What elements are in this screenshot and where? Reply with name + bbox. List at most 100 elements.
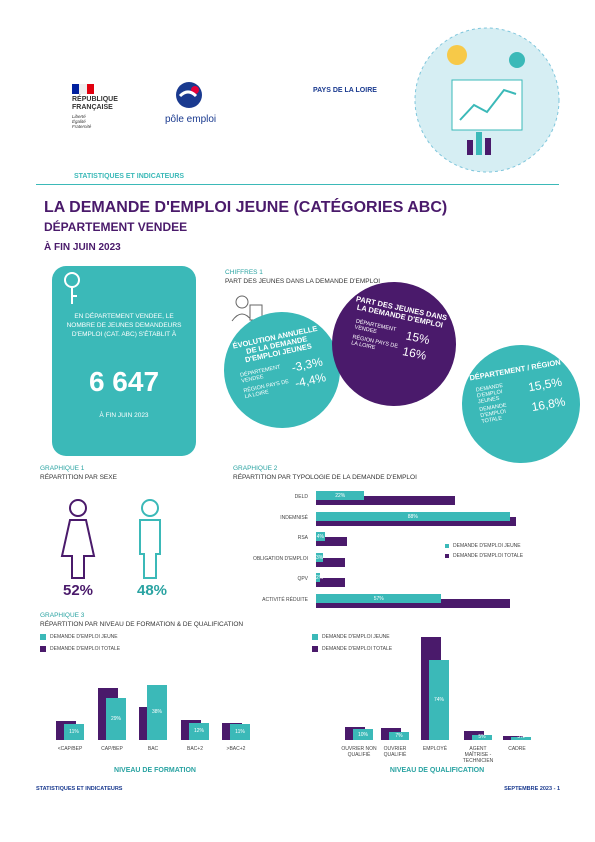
value-label: 10%	[357, 731, 368, 738]
legend-text: DEMANDE D'EMPLOI TOTALE	[322, 646, 393, 652]
value-label: 7%	[395, 733, 403, 740]
value-label: 5%	[478, 734, 486, 740]
department: DÉPARTEMENT VENDEE	[44, 220, 188, 234]
g1-title: RÉPARTITION PAR SEXE	[40, 474, 117, 481]
bubble: DÉPARTEMENT / RÉGION DEMANDE D'EMPLOI JEU…	[452, 335, 590, 473]
legend-swatch	[40, 646, 46, 652]
region: PAYS DE LA LOIRE	[313, 87, 377, 94]
women-share: 52%	[63, 582, 94, 599]
flag	[72, 84, 94, 94]
legend-swatch	[312, 634, 318, 640]
legend-text: DEMANDE D'EMPLOI JEUNE	[453, 543, 521, 549]
legend-item: DEMANDE D'EMPLOI JEUNE	[312, 634, 390, 640]
g2-title: RÉPARTITION PAR TYPOLOGIE DE LA DEMANDE …	[233, 474, 417, 481]
bar	[316, 573, 321, 583]
row-value: 15,5%	[527, 374, 564, 395]
value-label: 3%	[316, 554, 324, 561]
bar	[316, 557, 345, 567]
category-label: DELD	[294, 494, 308, 500]
value-label: 2%	[316, 575, 324, 582]
legend-text: DEMANDE D'EMPLOI TOTALE	[453, 553, 524, 559]
row-value: 16,8%	[530, 394, 567, 415]
key-text: EN DÉPARTEMENT VENDEE, LE NOMBRE DE JEUN…	[66, 313, 182, 338]
category-label: ACTIVITÉ RÉDUITE	[262, 597, 308, 603]
category-label: >BAC+2	[226, 746, 246, 752]
value-label: 57%	[373, 596, 384, 602]
category-label: AGENT MAÎTRISE - TECHNICIEN	[462, 746, 494, 764]
date: À FIN JUIN 2023	[44, 242, 121, 253]
bar	[316, 496, 455, 505]
category-label: INDEMNISÉ	[280, 514, 308, 521]
bar	[353, 729, 373, 740]
key-icon	[64, 272, 80, 304]
category-label: OBLIGATION D'EMPLOI	[252, 555, 308, 562]
value-label: 22%	[335, 493, 346, 499]
value-label: 74%	[433, 697, 444, 704]
legend-item: DEMANDE D'EMPLOI TOTALE	[40, 646, 120, 652]
men-share: 48%	[137, 582, 168, 599]
footer-left: STATISTIQUES ET INDICATEURS	[36, 786, 123, 792]
bar	[316, 516, 517, 526]
brand-logo	[176, 82, 202, 108]
value-label: 29%	[110, 715, 121, 722]
category-label: BAC	[147, 746, 159, 752]
g3-label: GRAPHIQUE 3	[40, 612, 85, 619]
g3-title: RÉPARTITION PAR NIVEAU DE FORMATION & DE…	[40, 621, 244, 628]
bar	[316, 511, 510, 521]
brand: pôle emploi	[165, 114, 217, 125]
legend-item: DEMANDE D'EMPLOI JEUNE	[445, 543, 521, 549]
category-label: OUVRIER QUALIFIÉ	[383, 746, 407, 758]
key-figure-box	[52, 266, 196, 456]
legend-text: DEMANDE D'EMPLOI TOTALE	[50, 646, 121, 652]
category-label: QPV	[297, 576, 308, 583]
category-label: <CAP/BEP	[57, 746, 83, 752]
bar	[511, 736, 531, 740]
legend-item: DEMANDE D'EMPLOI TOTALE	[312, 646, 392, 652]
bar	[147, 684, 167, 740]
value-label: 11%	[235, 729, 245, 736]
key-value: 6 647	[88, 366, 160, 397]
legend-swatch	[445, 554, 449, 558]
axis-title: NIVEAU DE FORMATION	[114, 767, 196, 774]
category-label: RSA	[297, 535, 308, 542]
value-label: 88%	[407, 513, 418, 520]
category-label: CADRE	[508, 746, 526, 752]
axis-title: NIVEAU DE QUALIFICATION	[389, 767, 485, 774]
value-label: 12%	[193, 728, 204, 735]
value-label: 11%	[69, 729, 79, 736]
title: LA DEMANDE D'EMPLOI JEUNE (CATÉGORIES AB…	[44, 199, 448, 216]
gender-icons	[60, 499, 161, 579]
value-label: 38%	[151, 709, 162, 716]
republic: RÉPUBLIQUE FRANÇAISE	[72, 96, 118, 111]
bar	[189, 722, 209, 740]
legend-text: DEMANDE D'EMPLOI JEUNE	[50, 634, 118, 640]
category-label: CAP/BEP	[101, 746, 123, 752]
bar	[316, 594, 442, 603]
category-label: EMPLOYÉ	[422, 746, 448, 752]
value-label: 3%	[517, 734, 525, 740]
legend-swatch	[312, 646, 318, 652]
g1-label: GRAPHIQUE 1	[40, 465, 85, 472]
section: STATISTIQUES ET INDICATEURS	[74, 173, 185, 180]
bar	[64, 724, 84, 740]
motto: Liberté Égalité Fraternité	[72, 114, 92, 129]
key-date: À FIN JUIN 2023	[99, 412, 149, 419]
rule	[36, 184, 559, 185]
legend-swatch	[40, 634, 46, 640]
bar	[429, 660, 449, 740]
bar	[316, 578, 345, 588]
illustration	[414, 27, 560, 173]
legend-item: DEMANDE D'EMPLOI TOTALE	[445, 553, 523, 559]
category-label: OUVRIER NON QUALIFIÉ	[341, 746, 377, 758]
category-label: BAC+2	[187, 746, 203, 752]
bar	[316, 532, 325, 542]
g2-label: GRAPHIQUE 2	[233, 465, 278, 472]
bar	[106, 697, 126, 740]
chiffres-title: PART DES JEUNES DANS LA DEMANDE D'EMPLOI	[225, 278, 381, 285]
legend-text: DEMANDE D'EMPLOI JEUNE	[322, 634, 390, 640]
bar	[316, 599, 510, 608]
bar	[316, 491, 365, 500]
bar	[389, 732, 409, 740]
bar	[230, 724, 250, 740]
